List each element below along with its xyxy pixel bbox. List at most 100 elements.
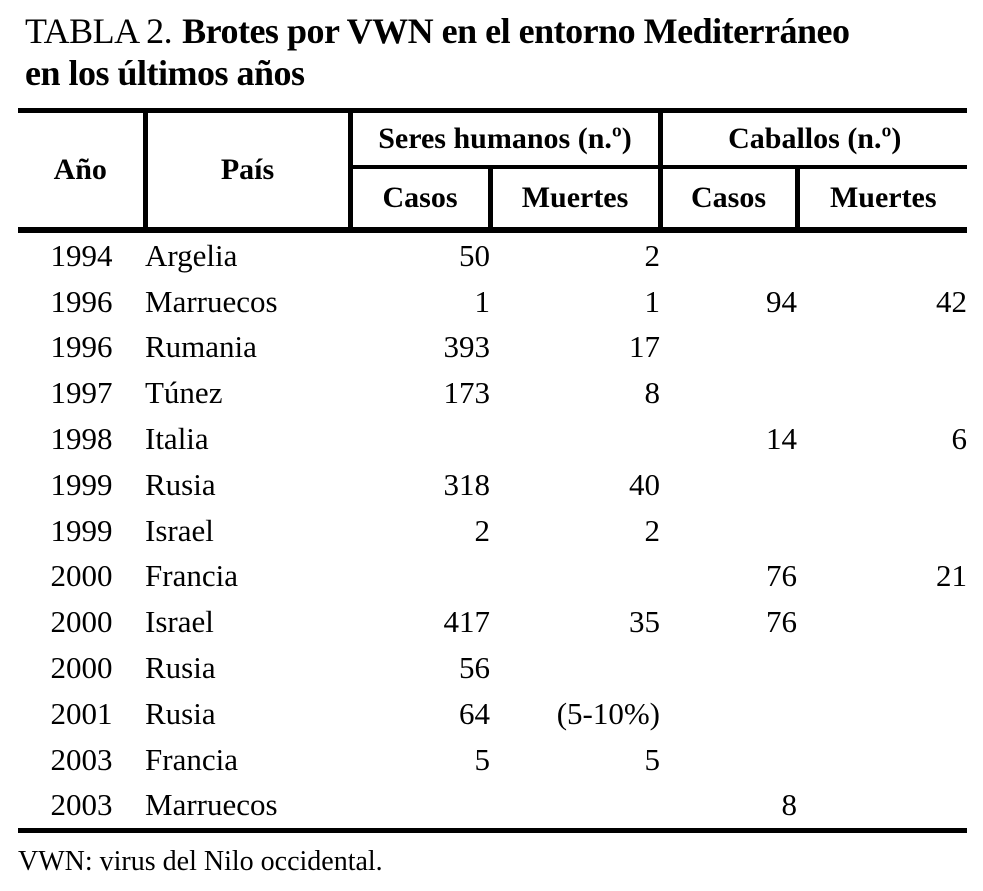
cell-human-cases: 2 [474, 512, 491, 548]
header-sub-row: Casos Muertes Casos Muertes [18, 167, 968, 233]
cell-human-cases [350, 554, 490, 600]
table-row: 2000 Francia 76 21 [18, 554, 968, 600]
cell-year: 2000 [50, 558, 113, 594]
title-text-line-2: en los últimos años [25, 53, 305, 93]
header-group-row: Año País Seres humanos (n.º) Caballos (n… [18, 110, 968, 233]
cell-horse-cases: 76 [766, 558, 797, 594]
table-row: 2003 Francia 5 5 [18, 737, 967, 783]
table-row: 1996 Marruecos 1 1 94 42 [18, 279, 968, 325]
table-row: 1996 Rumania 393 17 [18, 325, 967, 371]
cell-horse-deaths [797, 462, 967, 508]
cell-country: Israel [145, 512, 214, 548]
table-row: 2000 Rusia 56 [18, 645, 967, 691]
table-row: 2003 Marruecos 8 [18, 783, 967, 831]
cell-human-deaths: 5 [644, 741, 661, 777]
table-row: 2000 Israel 417 35 76 [18, 599, 967, 645]
table-title: TABLA 2. Brotes por VWN en el entorno Med… [25, 10, 983, 94]
table-row: 2001 Rusia 64 (5-10%) [18, 691, 967, 737]
cell-horse-cases [660, 230, 797, 279]
cell-human-deaths: (5-10%) [556, 695, 660, 731]
header-horse-deaths: Muertes [797, 167, 968, 233]
title-table-number: TABLA 2. [25, 11, 173, 51]
table-body: 1994 Argelia 50 2 1996 Marruecos 1 1 94 … [18, 230, 968, 831]
cell-country: Rusia [145, 695, 216, 731]
table-row: 1997 Túnez 173 8 [18, 370, 967, 416]
table-row: 1999 Rusia 318 40 [18, 462, 967, 508]
cell-country: Italia [145, 421, 209, 457]
table-row: 1994 Argelia 50 2 [18, 230, 967, 279]
cell-country: Rumania [145, 329, 257, 365]
cell-year: 2003 [50, 741, 113, 777]
cell-horse-cases [660, 645, 797, 691]
cell-horse-deaths [797, 691, 967, 737]
cell-horse-cases: 76 [766, 604, 797, 640]
cell-horse-cases [660, 325, 797, 371]
cell-country: Rusia [145, 466, 216, 502]
cell-year: 1996 [50, 283, 113, 319]
cell-horse-deaths [797, 325, 967, 371]
cell-country: Rusia [145, 650, 216, 686]
cell-human-deaths [490, 645, 660, 691]
cell-horse-deaths [797, 599, 967, 645]
cell-horse-deaths [797, 230, 967, 279]
cell-horse-cases: 8 [781, 787, 798, 823]
cell-horse-deaths [797, 370, 967, 416]
cell-human-cases [350, 416, 490, 462]
header-human-deaths: Muertes [490, 167, 663, 233]
cell-country: Marruecos [145, 787, 278, 823]
cell-horse-deaths [797, 645, 967, 691]
cell-human-cases: 173 [443, 375, 491, 411]
cell-horse-cases [660, 737, 797, 783]
title-text-line-1: Brotes por VWN en el entorno Mediterráne… [182, 11, 850, 51]
cell-country: Marruecos [145, 283, 278, 319]
table-header: Año País Seres humanos (n.º) Caballos (n… [18, 110, 968, 233]
cell-country: Túnez [145, 375, 223, 411]
cell-human-deaths: 40 [629, 466, 660, 502]
header-human-cases: Casos [350, 167, 493, 233]
header-country: País [145, 110, 353, 233]
cell-human-cases: 1 [474, 283, 491, 319]
cell-human-cases: 50 [459, 237, 490, 273]
cell-human-deaths [490, 554, 660, 600]
cell-year: 2000 [50, 650, 113, 686]
header-group-horses: Caballos (n.º) [660, 110, 968, 169]
cell-horse-deaths [797, 737, 967, 783]
cell-year: 2000 [50, 604, 113, 640]
header-horse-cases: Casos [660, 167, 800, 233]
cell-year: 2003 [50, 787, 113, 823]
cell-country: Francia [145, 741, 238, 777]
cell-year: 1996 [50, 329, 113, 365]
cell-horse-cases [660, 370, 797, 416]
cell-human-cases: 417 [443, 604, 491, 640]
table-row: 1998 Italia 14 6 [18, 416, 968, 462]
cell-horse-deaths [797, 508, 967, 554]
cell-year: 1997 [50, 375, 113, 411]
cell-human-cases: 393 [443, 329, 491, 365]
cell-year: 1994 [50, 237, 113, 273]
cell-horse-cases [660, 508, 797, 554]
cell-human-deaths: 17 [629, 329, 660, 365]
cell-horse-deaths: 42 [936, 283, 968, 319]
cell-human-cases: 5 [474, 741, 491, 777]
cell-horse-deaths: 6 [951, 421, 968, 457]
cell-country: Francia [145, 558, 238, 594]
cell-country: Argelia [145, 237, 238, 273]
cell-human-cases: 56 [459, 650, 490, 686]
cell-human-deaths: 8 [644, 375, 661, 411]
cell-horse-cases [660, 691, 797, 737]
cell-human-deaths [490, 416, 660, 462]
table-row: 1999 Israel 2 2 [18, 508, 967, 554]
cell-human-deaths: 35 [629, 604, 660, 640]
cell-horse-deaths [797, 783, 967, 831]
header-group-humans: Seres humanos (n.º) [350, 110, 663, 169]
cell-horse-cases [660, 462, 797, 508]
cell-human-deaths: 1 [644, 283, 661, 319]
cell-human-deaths: 2 [644, 237, 661, 273]
cell-horse-cases: 14 [766, 421, 797, 457]
cell-human-cases: 64 [459, 695, 490, 731]
cell-human-cases [350, 783, 490, 831]
cell-year: 1999 [50, 512, 113, 548]
cell-human-deaths [490, 783, 660, 831]
cell-human-deaths: 2 [644, 512, 661, 548]
